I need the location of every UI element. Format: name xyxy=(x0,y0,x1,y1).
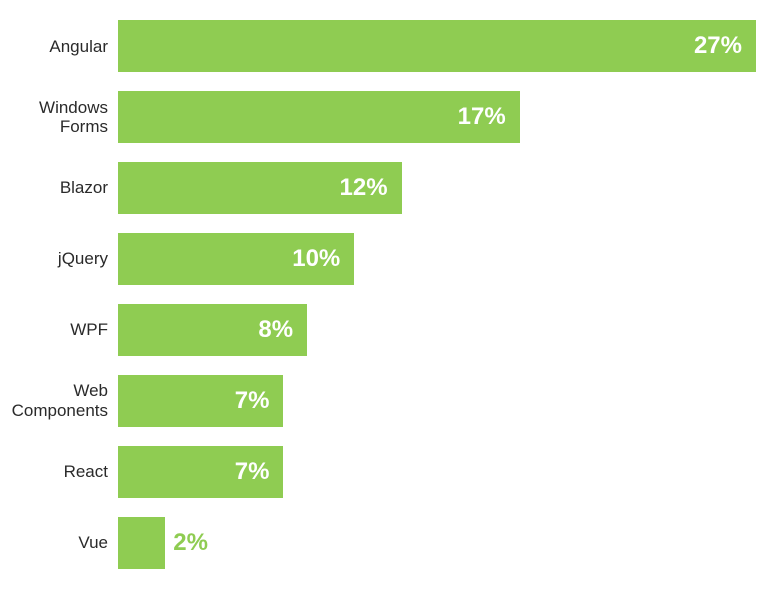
bar: 17% xyxy=(118,91,520,143)
horizontal-bar-chart: Angular 27% Windows Forms 17% Blazor 12% jQuer… xyxy=(0,20,756,569)
bar: 2% xyxy=(118,517,165,569)
bar-row: React 7% xyxy=(0,446,756,498)
bar-track: 17% xyxy=(118,91,756,143)
bar-label: Angular xyxy=(0,37,118,57)
bar-row: Blazor 12% xyxy=(0,162,756,214)
bar-value: 17% xyxy=(458,103,506,131)
bar-value: 7% xyxy=(235,458,270,486)
bar-value: 10% xyxy=(292,245,340,273)
bar-row: Web Components 7% xyxy=(0,375,756,427)
bar: 12% xyxy=(118,162,402,214)
bar-row: Vue2% xyxy=(0,517,756,569)
bar-value: 8% xyxy=(258,316,293,344)
bar-track: 7% xyxy=(118,446,756,498)
bar-track: 2% xyxy=(118,517,756,569)
bar: 7% xyxy=(118,446,283,498)
bar-label: React xyxy=(0,462,118,482)
bar-value: 7% xyxy=(235,387,270,415)
bar-label: Web Components xyxy=(0,381,118,420)
bar-label: Blazor xyxy=(0,178,118,198)
bar-row: jQuery 10% xyxy=(0,233,756,285)
bar-label: jQuery xyxy=(0,249,118,269)
bar-value: 27% xyxy=(694,32,742,60)
bar: 8% xyxy=(118,304,307,356)
bar-label: WPF xyxy=(0,320,118,340)
bar-track: 27% xyxy=(118,20,756,72)
bar-row: Windows Forms 17% xyxy=(0,91,756,143)
bar-label: Windows Forms xyxy=(0,98,118,137)
bar-track: 8% xyxy=(118,304,756,356)
bar-value: 12% xyxy=(340,174,388,202)
bar-track: 7% xyxy=(118,375,756,427)
bar-track: 12% xyxy=(118,162,756,214)
bar: 27% xyxy=(118,20,756,72)
bar-track: 10% xyxy=(118,233,756,285)
bar-row: WPF 8% xyxy=(0,304,756,356)
bar-label: Vue xyxy=(0,533,118,553)
bar: 10% xyxy=(118,233,354,285)
bar-value: 2% xyxy=(173,529,208,557)
bar: 7% xyxy=(118,375,283,427)
bar-row: Angular 27% xyxy=(0,20,756,72)
